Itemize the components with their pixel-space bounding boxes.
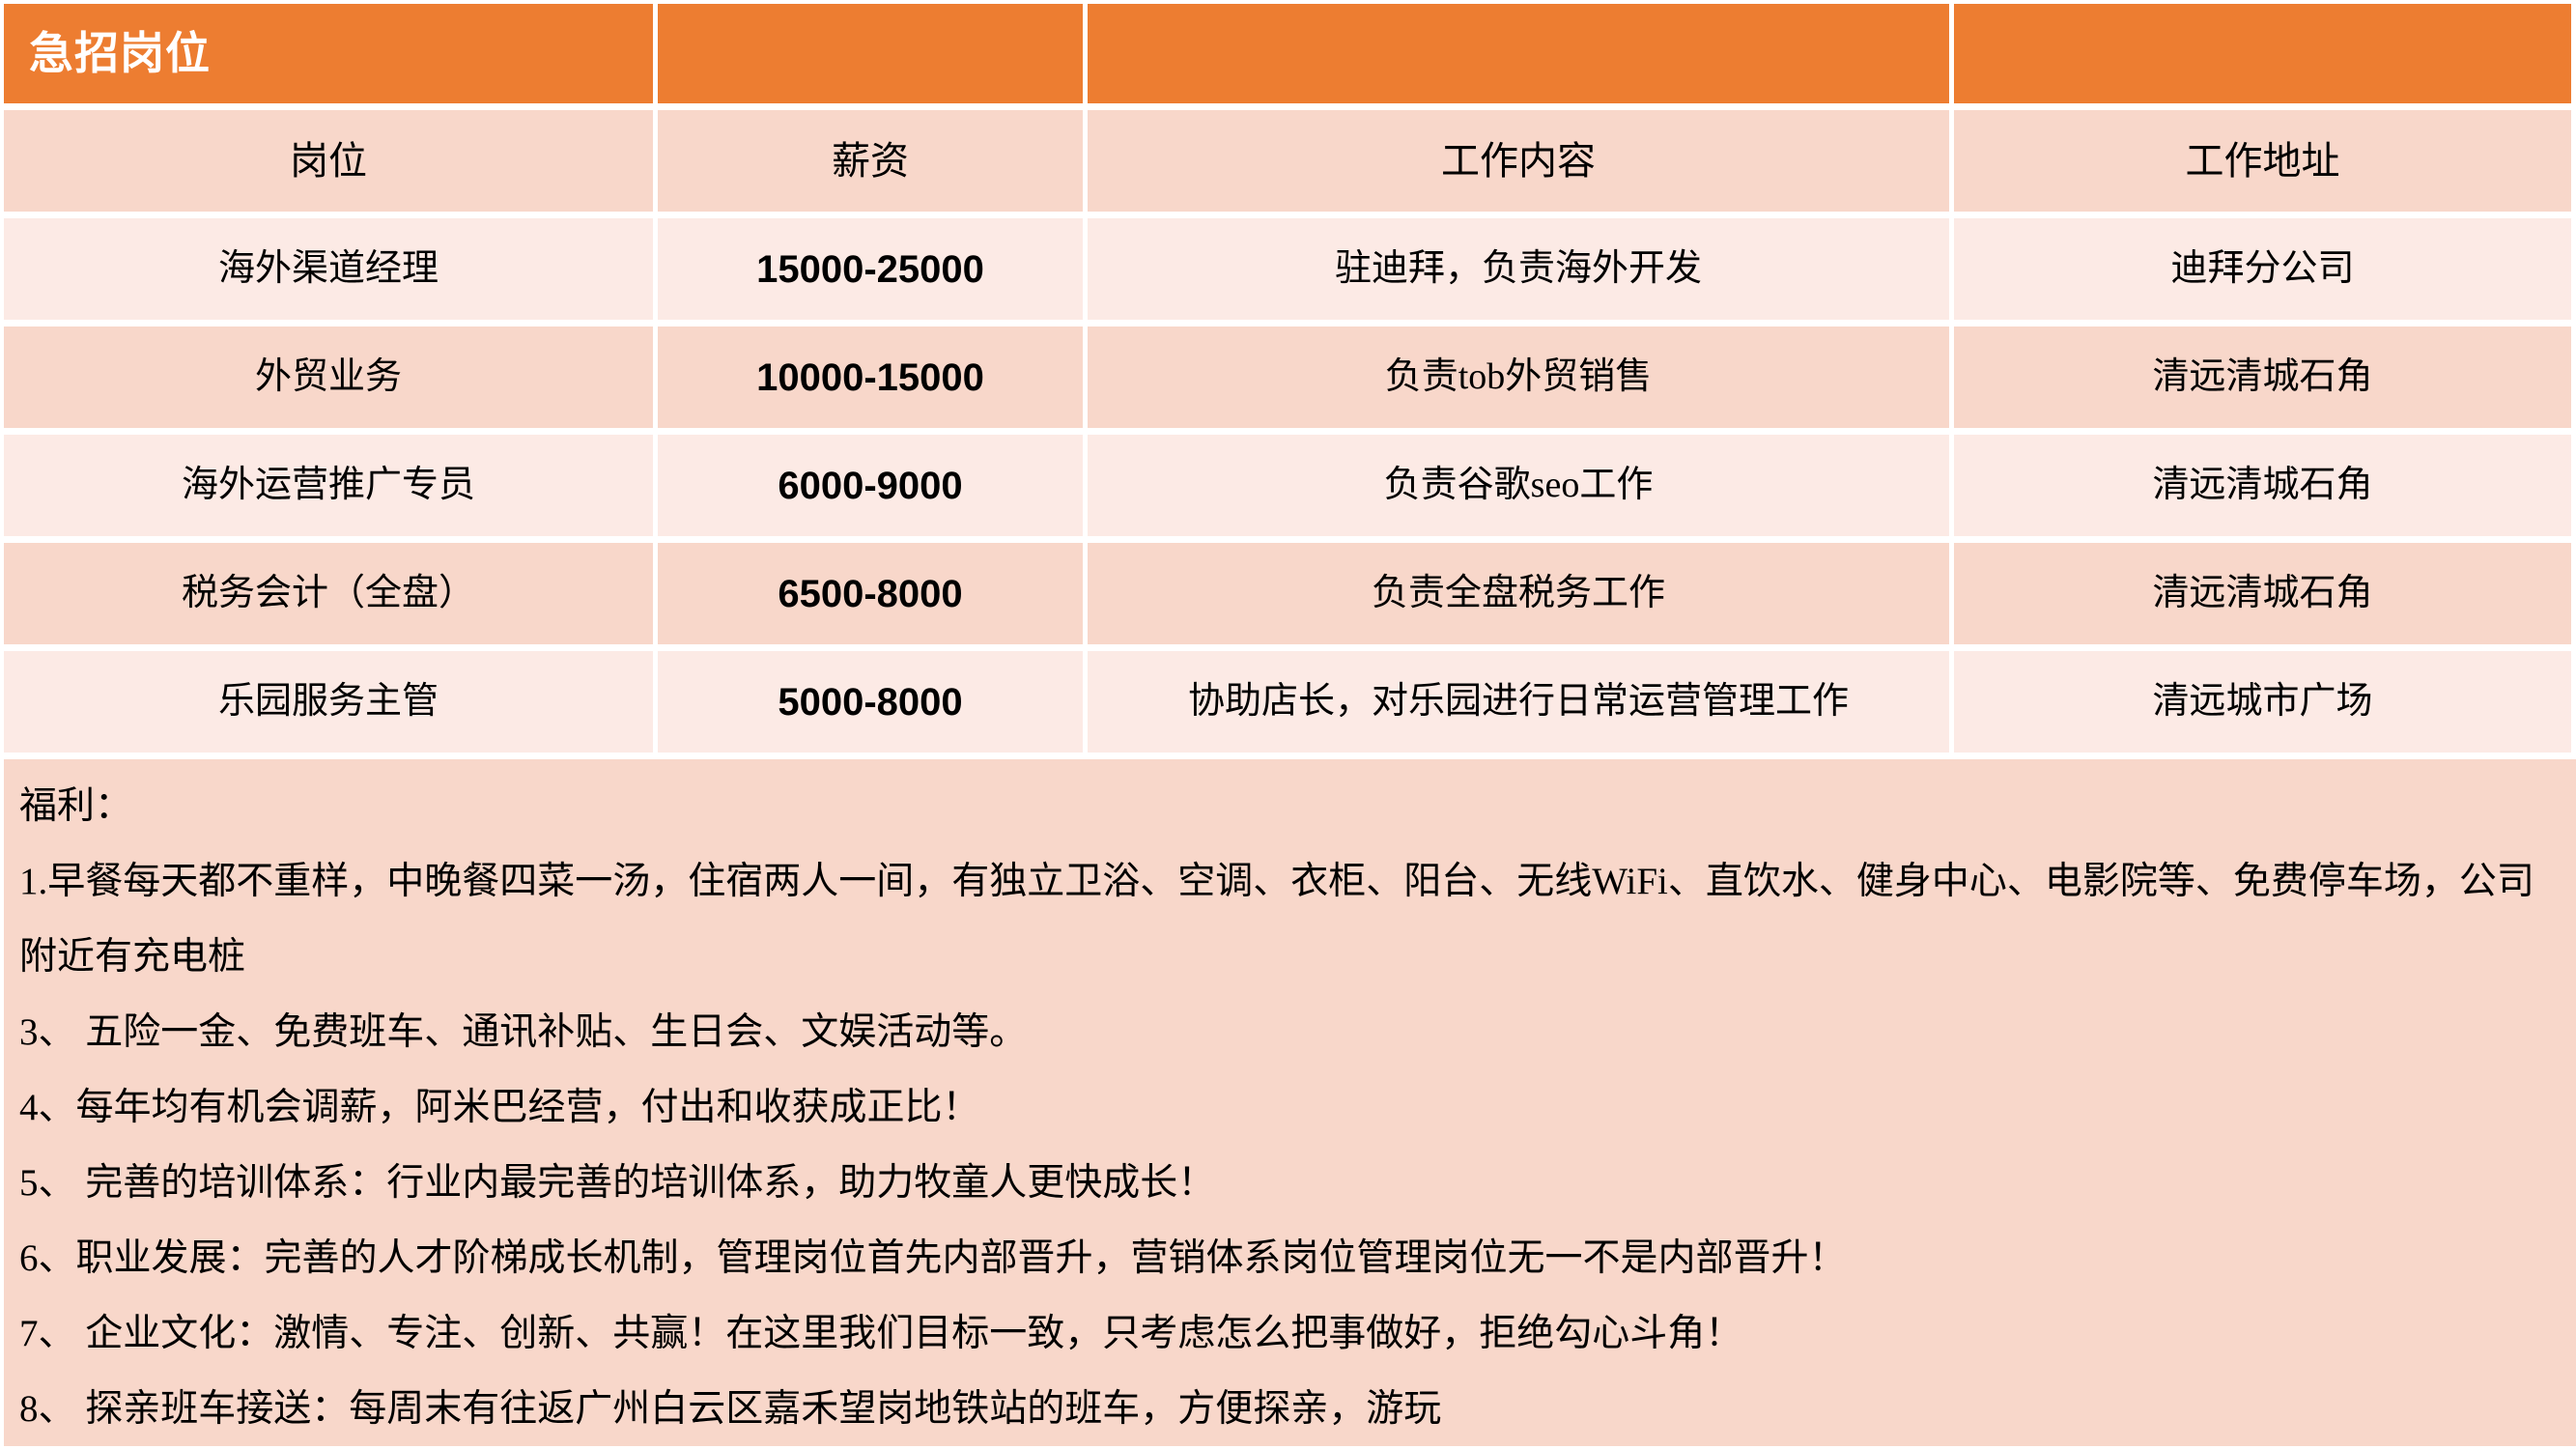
table-cell-salary: 5000-8000 <box>658 651 1083 753</box>
column-header-address: 工作地址 <box>1954 110 2571 212</box>
benefits-label: 福利： <box>19 785 133 827</box>
column-header-content: 工作内容 <box>1088 110 1949 212</box>
table-cell-salary: 6000-9000 <box>658 435 1083 536</box>
table-cell-content: 负责全盘税务工作 <box>1088 543 1949 644</box>
column-header-salary: 薪资 <box>658 110 1083 212</box>
table-cell-content: 负责谷歌seo工作 <box>1088 435 1949 536</box>
table-cell-address: 清远清城石角 <box>1954 327 2571 428</box>
table-cell-address: 清远清城石角 <box>1954 435 2571 536</box>
recruitment-table: 急招岗位 岗位 薪资 工作内容 工作地址 海外渠道经理 15000-25000 … <box>4 4 2576 753</box>
table-cell-position: 税务会计（全盘） <box>4 543 653 644</box>
recruitment-slide: 急招岗位 岗位 薪资 工作内容 工作地址 海外渠道经理 15000-25000 … <box>4 4 2576 1449</box>
title-spacer-cell <box>658 4 1083 103</box>
page-title: 急招岗位 <box>29 28 211 78</box>
table-cell-address: 清远城市广场 <box>1954 651 2571 753</box>
benefit-item-8: 8、 探亲班车接送：每周末有往返广州白云区嘉禾望岗地铁站的班车，方便探亲，游玩 <box>19 1388 1442 1430</box>
benefit-item-1: 1.早餐每天都不重样，中晚餐四菜一汤，住宿两人一间，有独立卫浴、空调、衣柜、阳台… <box>19 861 2534 978</box>
table-cell-content: 驻迪拜，负责海外开发 <box>1088 218 1949 320</box>
benefit-item-4: 4、每年均有机会调薪，阿米巴经营，付出和收获成正比！ <box>19 1087 980 1128</box>
table-cell-salary: 15000-25000 <box>658 218 1083 320</box>
benefit-item-3: 3、 五险一金、免费班车、通讯补贴、生日会、文娱活动等。 <box>19 1011 1028 1053</box>
table-cell-position: 海外渠道经理 <box>4 218 653 320</box>
table-cell-address: 迪拜分公司 <box>1954 218 2571 320</box>
table-cell-position: 海外运营推广专员 <box>4 435 653 536</box>
benefits-section: 福利： 1.早餐每天都不重样，中晚餐四菜一汤，住宿两人一间，有独立卫浴、空调、衣… <box>4 759 2576 1446</box>
title-spacer-cell <box>1954 4 2571 103</box>
benefit-item-7: 7、 企业文化：激情、专注、创新、共赢！在这里我们目标一致，只考虑怎么把事做好，… <box>19 1313 1743 1354</box>
table-cell-content: 负责tob外贸销售 <box>1088 327 1949 428</box>
table-cell-salary: 10000-15000 <box>658 327 1083 428</box>
table-cell-position: 外贸业务 <box>4 327 653 428</box>
benefit-item-6: 6、职业发展：完善的人才阶梯成长机制，管理岗位首先内部晋升，营销体系岗位管理岗位… <box>19 1237 1847 1279</box>
table-title-cell: 急招岗位 <box>4 4 653 103</box>
table-cell-position: 乐园服务主管 <box>4 651 653 753</box>
benefit-item-5: 5、 完善的培训体系：行业内最完善的培训体系，助力牧童人更快成长！ <box>19 1162 1216 1204</box>
table-cell-address: 清远清城石角 <box>1954 543 2571 644</box>
title-spacer-cell <box>1088 4 1949 103</box>
column-header-position: 岗位 <box>4 110 653 212</box>
table-cell-content: 协助店长，对乐园进行日常运营管理工作 <box>1088 651 1949 753</box>
table-cell-salary: 6500-8000 <box>658 543 1083 644</box>
